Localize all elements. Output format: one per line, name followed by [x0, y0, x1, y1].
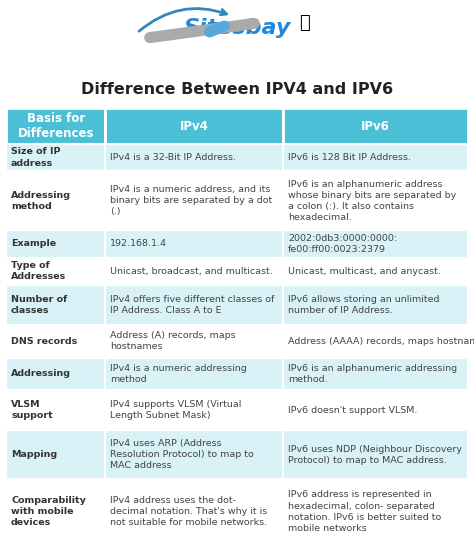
Text: Size of IP
address: Size of IP address — [11, 147, 61, 168]
Text: Addressing
method: Addressing method — [11, 190, 71, 211]
Text: VLSM
support: VLSM support — [11, 400, 53, 420]
Text: Example: Example — [11, 240, 56, 248]
Text: IPv4: IPv4 — [180, 119, 209, 132]
Text: IPv4 uses ARP (Address
Resolution Protocol) to map to
MAC address: IPv4 uses ARP (Address Resolution Protoc… — [110, 439, 254, 470]
Text: IPv6 address is represented in
hexadecimal, colon- separated
notation. IPv6 is b: IPv6 address is represented in hexadecim… — [288, 490, 441, 533]
Text: Addressing: Addressing — [11, 369, 71, 378]
Text: IPv6: IPv6 — [361, 119, 390, 132]
Text: IPv4 address uses the dot-
decimal notation. That's why it is
not suitable for m: IPv4 address uses the dot- decimal notat… — [110, 496, 268, 527]
Text: IPv4 is a numeric address, and its
binary bits are separated by a dot
(.): IPv4 is a numeric address, and its binar… — [110, 185, 273, 216]
Text: 2002:0db3:0000:0000:
fe00:ff00:0023:2379: 2002:0db3:0000:0000: fe00:ff00:0023:2379 — [288, 234, 397, 254]
Text: Sitesbay: Sitesbay — [183, 18, 291, 38]
Text: IPv6 is 128 Bit IP Address.: IPv6 is 128 Bit IP Address. — [288, 153, 411, 162]
Text: Unicast, broadcast, and multicast.: Unicast, broadcast, and multicast. — [110, 267, 273, 275]
Text: Difference Between IPV4 and IPV6: Difference Between IPV4 and IPV6 — [81, 82, 393, 97]
Text: IPv4 offers five different classes of
IP Address. Class A to E: IPv4 offers five different classes of IP… — [110, 295, 275, 315]
Text: Basis for
Differences: Basis for Differences — [18, 112, 94, 140]
Text: IPv4 is a numeric addressing
method: IPv4 is a numeric addressing method — [110, 364, 247, 384]
Text: Comparability
with mobile
devices: Comparability with mobile devices — [11, 496, 86, 527]
Text: DNS records: DNS records — [11, 337, 77, 346]
Text: IPv6 is an alphanumeric address
whose binary bits are separated by
a colon (:). : IPv6 is an alphanumeric address whose bi… — [288, 179, 456, 222]
Text: Address (AAAA) records, maps hostnames: Address (AAAA) records, maps hostnames — [288, 337, 474, 346]
Text: IPv4 is a 32-Bit IP Address.: IPv4 is a 32-Bit IP Address. — [110, 153, 237, 162]
Text: Number of
classes: Number of classes — [11, 295, 67, 315]
Text: IPv4 supports VLSM (Virtual
Length Subnet Mask): IPv4 supports VLSM (Virtual Length Subne… — [110, 400, 242, 420]
Text: IPv6 doesn't support VLSM.: IPv6 doesn't support VLSM. — [288, 406, 418, 415]
Text: Type of
Addresses: Type of Addresses — [11, 261, 66, 281]
Text: 192.168.1.4: 192.168.1.4 — [110, 240, 167, 248]
Text: Address (A) records, maps
hostnames: Address (A) records, maps hostnames — [110, 331, 236, 351]
Text: IPv6 is an alphanumeric addressing
method.: IPv6 is an alphanumeric addressing metho… — [288, 364, 457, 384]
Text: 🎓: 🎓 — [300, 14, 310, 32]
Text: sitesbay.com: sitesbay.com — [243, 306, 345, 378]
Text: IPv6 uses NDP (Neighbour Discovery
Protocol) to map to MAC address.: IPv6 uses NDP (Neighbour Discovery Proto… — [288, 445, 462, 465]
Text: Unicast, multicast, and anycast.: Unicast, multicast, and anycast. — [288, 267, 441, 275]
Text: IPv6 allows storing an unlimited
number of IP Address.: IPv6 allows storing an unlimited number … — [288, 295, 440, 315]
Text: Mapping: Mapping — [11, 450, 57, 459]
